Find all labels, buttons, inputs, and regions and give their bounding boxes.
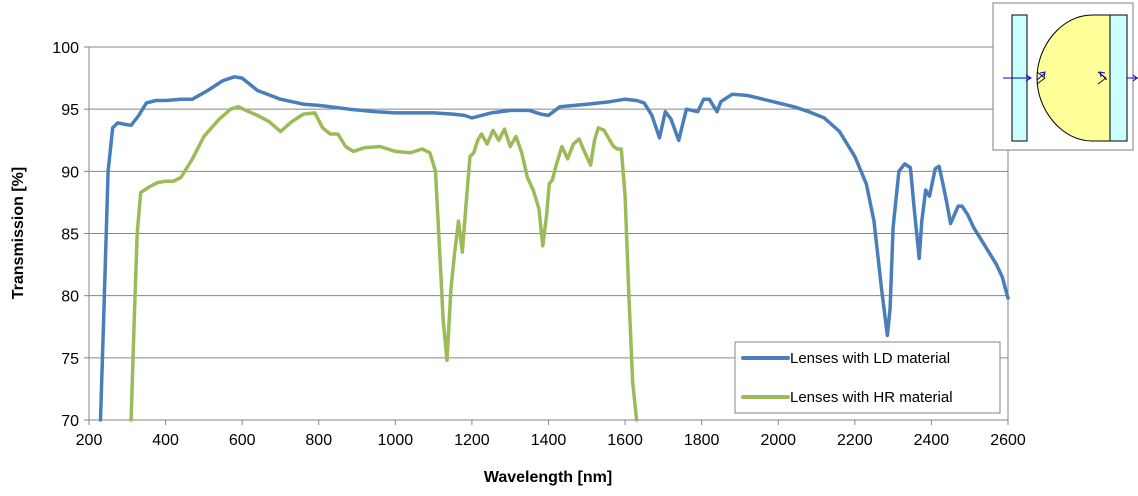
x-axis-title: Wavelength [nm] <box>484 469 612 486</box>
reflect-arrowhead-left <box>1039 71 1046 78</box>
legend-label-hr: Lenses with HR material <box>790 389 953 406</box>
legend: Lenses with LD material Lenses with HR m… <box>734 341 1001 414</box>
x-tick-label: 2400 <box>914 432 950 449</box>
chevron-mark-right <box>1097 71 1107 85</box>
x-tick-label: 2200 <box>837 432 873 449</box>
reflect-arrowhead-right <box>1099 71 1106 78</box>
reflect-arrow-left <box>1036 72 1046 81</box>
y-tick-labels: 70 75 80 85 90 95 100 <box>52 40 79 430</box>
x-tick-label: 600 <box>229 432 256 449</box>
x-tick-label: 2600 <box>990 432 1026 449</box>
legend-box <box>734 341 1001 414</box>
x-tick-label: 1000 <box>378 432 414 449</box>
window-plate-right <box>1109 14 1128 142</box>
y-tick-label: 85 <box>61 227 79 244</box>
x-tick-labels: 200 400 600 800 1000 1200 1400 1600 1800 2000 2200… <box>76 420 1026 449</box>
y-tick-label: 100 <box>52 40 79 57</box>
x-tick-label: 1400 <box>531 432 567 449</box>
legend-label-ld: Lenses with LD material <box>790 350 950 367</box>
x-tick-label: 200 <box>76 432 103 449</box>
x-tick-label: 2000 <box>760 432 796 449</box>
x-tick-label: 800 <box>305 432 332 449</box>
x-tick-label: 1800 <box>684 432 720 449</box>
beam-exit-arrowhead <box>1132 74 1138 82</box>
x-tick-label: 1200 <box>454 432 490 449</box>
y-tick-label: 70 <box>61 413 79 430</box>
x-tick-label: 1600 <box>607 432 643 449</box>
series-line-ld <box>98 75 1010 422</box>
y-axis-title: Transmission [%] <box>10 167 27 299</box>
series-layer <box>98 75 1010 422</box>
y-tick-label: 80 <box>61 289 79 306</box>
beam-in-arrowhead <box>1025 74 1032 82</box>
x-tick-label: 400 <box>152 432 179 449</box>
y-tick-label: 90 <box>61 164 79 181</box>
lens-diagram-icon <box>992 2 1138 151</box>
series-line-hr <box>129 104 639 422</box>
chevron-mark-left <box>1036 71 1046 85</box>
y-tick-label: 95 <box>61 102 79 119</box>
lens-element <box>1036 14 1111 142</box>
y-tick-label: 75 <box>61 351 79 368</box>
